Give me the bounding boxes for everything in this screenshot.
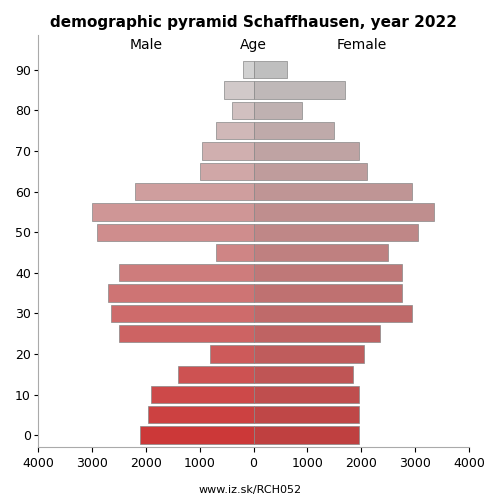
- Bar: [224, 82, 254, 98]
- Bar: [254, 304, 412, 322]
- Bar: [135, 183, 254, 200]
- Bar: [110, 304, 254, 322]
- Bar: [210, 346, 254, 362]
- Bar: [254, 366, 353, 383]
- Title: demographic pyramid Schaffhausen, year 2022: demographic pyramid Schaffhausen, year 2…: [50, 15, 457, 30]
- Bar: [202, 142, 254, 160]
- Bar: [254, 224, 418, 241]
- Bar: [216, 244, 254, 261]
- Bar: [140, 426, 254, 444]
- Bar: [254, 426, 358, 444]
- Bar: [148, 406, 254, 423]
- Bar: [200, 162, 254, 180]
- Bar: [254, 264, 402, 281]
- Bar: [97, 224, 254, 241]
- Bar: [108, 284, 254, 302]
- Bar: [254, 244, 388, 261]
- Bar: [254, 325, 380, 342]
- Text: Age: Age: [240, 38, 267, 52]
- Bar: [178, 366, 254, 383]
- Bar: [254, 204, 434, 220]
- Bar: [254, 183, 412, 200]
- Bar: [254, 142, 358, 160]
- Bar: [254, 82, 345, 98]
- Bar: [254, 346, 364, 362]
- Bar: [232, 102, 254, 119]
- Bar: [254, 61, 287, 78]
- Bar: [254, 162, 366, 180]
- Bar: [242, 61, 254, 78]
- Bar: [254, 284, 402, 302]
- Bar: [254, 122, 334, 140]
- Bar: [119, 325, 254, 342]
- Bar: [254, 102, 302, 119]
- Text: www.iz.sk/RCH052: www.iz.sk/RCH052: [198, 485, 302, 495]
- Bar: [216, 122, 254, 140]
- Bar: [92, 204, 254, 220]
- Bar: [151, 386, 254, 403]
- Bar: [254, 386, 358, 403]
- Text: Male: Male: [129, 38, 162, 52]
- Bar: [254, 406, 358, 423]
- Text: Female: Female: [336, 38, 386, 52]
- Bar: [119, 264, 254, 281]
